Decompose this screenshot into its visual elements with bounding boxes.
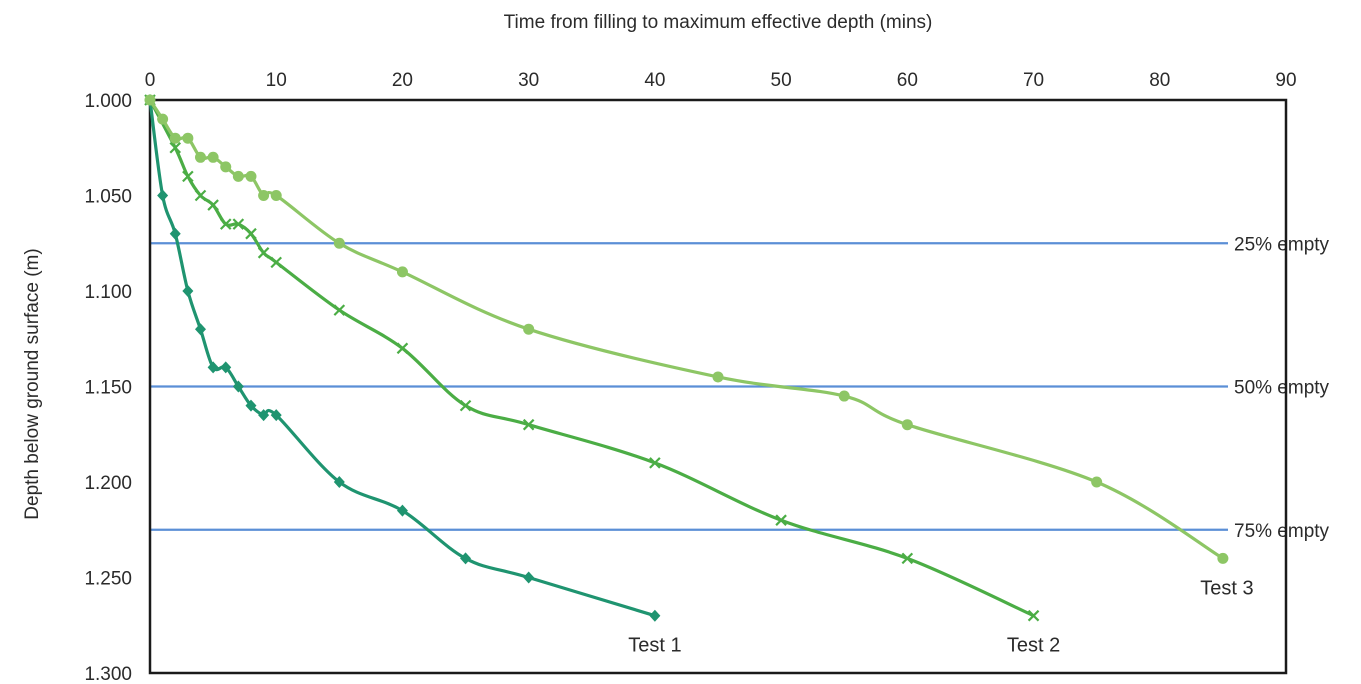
data-point-test-3 — [220, 161, 232, 173]
data-point-test-1 — [207, 361, 219, 374]
data-point-test-3 — [270, 190, 282, 201]
y-tick-label: 1.050 — [84, 187, 132, 208]
data-point-test-3 — [182, 132, 194, 144]
data-point-test-3 — [523, 323, 535, 335]
x-tick-label: 90 — [1275, 70, 1296, 91]
data-point-test-1 — [232, 380, 244, 393]
data-point-test-2 — [522, 418, 535, 431]
data-point-test-3 — [396, 266, 408, 278]
data-point-test-2 — [245, 227, 257, 240]
x-tick-label: 70 — [1023, 70, 1044, 91]
x-tick-label: 20 — [392, 70, 413, 91]
data-point-test-2 — [459, 399, 472, 412]
data-point-test-1 — [523, 571, 535, 584]
data-point-test-3 — [712, 371, 724, 383]
data-point-test-2 — [333, 304, 346, 316]
x-tick-label: 10 — [266, 70, 287, 91]
series-line-3 — [148, 98, 1225, 560]
data-point-test-2 — [194, 189, 207, 202]
data-point-test-1 — [245, 399, 257, 412]
x-tick-label: 30 — [518, 70, 539, 91]
data-point-test-2 — [219, 218, 232, 230]
y-tick-label: 1.200 — [84, 473, 132, 494]
data-point-test-1 — [649, 609, 661, 622]
data-point-test-3 — [232, 170, 244, 182]
data-point-test-3 — [157, 113, 169, 125]
data-point-test-3 — [1217, 552, 1229, 564]
data-point-test-3 — [144, 94, 156, 106]
data-point-test-3 — [194, 151, 206, 163]
data-point-test-2 — [169, 141, 182, 154]
series-label-1: Test 1 — [628, 635, 681, 657]
x-tick-label: 0 — [145, 70, 156, 91]
x-tick-label: 80 — [1149, 70, 1170, 91]
y-tick-label: 1.000 — [84, 91, 132, 112]
plot-frame — [148, 98, 1288, 675]
data-point-test-1 — [220, 361, 232, 374]
data-point-test-1 — [182, 285, 194, 297]
series-label-2: Test 2 — [1007, 635, 1060, 657]
y-tick-label: 1.250 — [84, 569, 132, 590]
data-point-test-2 — [1027, 609, 1040, 622]
x-tick-label: 60 — [897, 70, 918, 91]
data-point-test-2 — [182, 170, 194, 183]
y-tick-label: 1.150 — [84, 378, 132, 399]
data-point-test-3 — [838, 390, 850, 402]
data-point-test-1 — [194, 323, 206, 336]
y-axis-title: Depth below ground surface (m) — [22, 248, 43, 519]
data-point-test-1 — [169, 227, 181, 240]
reference-line-label-3: 75% empty — [1234, 521, 1330, 542]
series-line-1 — [148, 98, 657, 618]
data-point-test-3 — [333, 237, 345, 249]
data-point-test-1 — [258, 409, 270, 422]
data-point-test-1 — [460, 552, 472, 565]
data-point-test-2 — [232, 218, 245, 230]
data-point-test-2 — [775, 514, 787, 526]
data-point-test-1 — [157, 189, 169, 202]
data-point-test-3 — [169, 132, 181, 144]
data-point-test-3 — [1091, 476, 1103, 488]
reference-line-label-1: 25% empty — [1234, 234, 1330, 255]
data-point-test-2 — [649, 457, 661, 469]
data-point-test-2 — [270, 256, 282, 269]
x-axis-title: Time from filling to maximum effective d… — [504, 12, 933, 33]
data-point-test-2 — [396, 342, 409, 355]
series-label-3: Test 3 — [1200, 577, 1253, 599]
x-tick-label: 40 — [644, 70, 665, 91]
x-tick-label: 50 — [771, 70, 792, 91]
data-point-test-1 — [396, 504, 408, 517]
data-point-test-3 — [901, 419, 913, 431]
data-point-test-2 — [257, 247, 270, 259]
data-point-test-1 — [333, 476, 345, 488]
data-point-test-3 — [245, 170, 257, 182]
y-tick-label: 1.300 — [84, 664, 132, 684]
y-tick-label: 1.100 — [84, 282, 132, 303]
data-point-test-3 — [207, 151, 219, 163]
series-line-2 — [148, 98, 1036, 618]
data-point-test-1 — [270, 409, 282, 422]
reference-line-label-2: 50% empty — [1234, 378, 1330, 399]
data-point-test-2 — [901, 552, 914, 565]
data-point-test-2 — [207, 199, 219, 211]
data-point-test-3 — [258, 190, 270, 201]
